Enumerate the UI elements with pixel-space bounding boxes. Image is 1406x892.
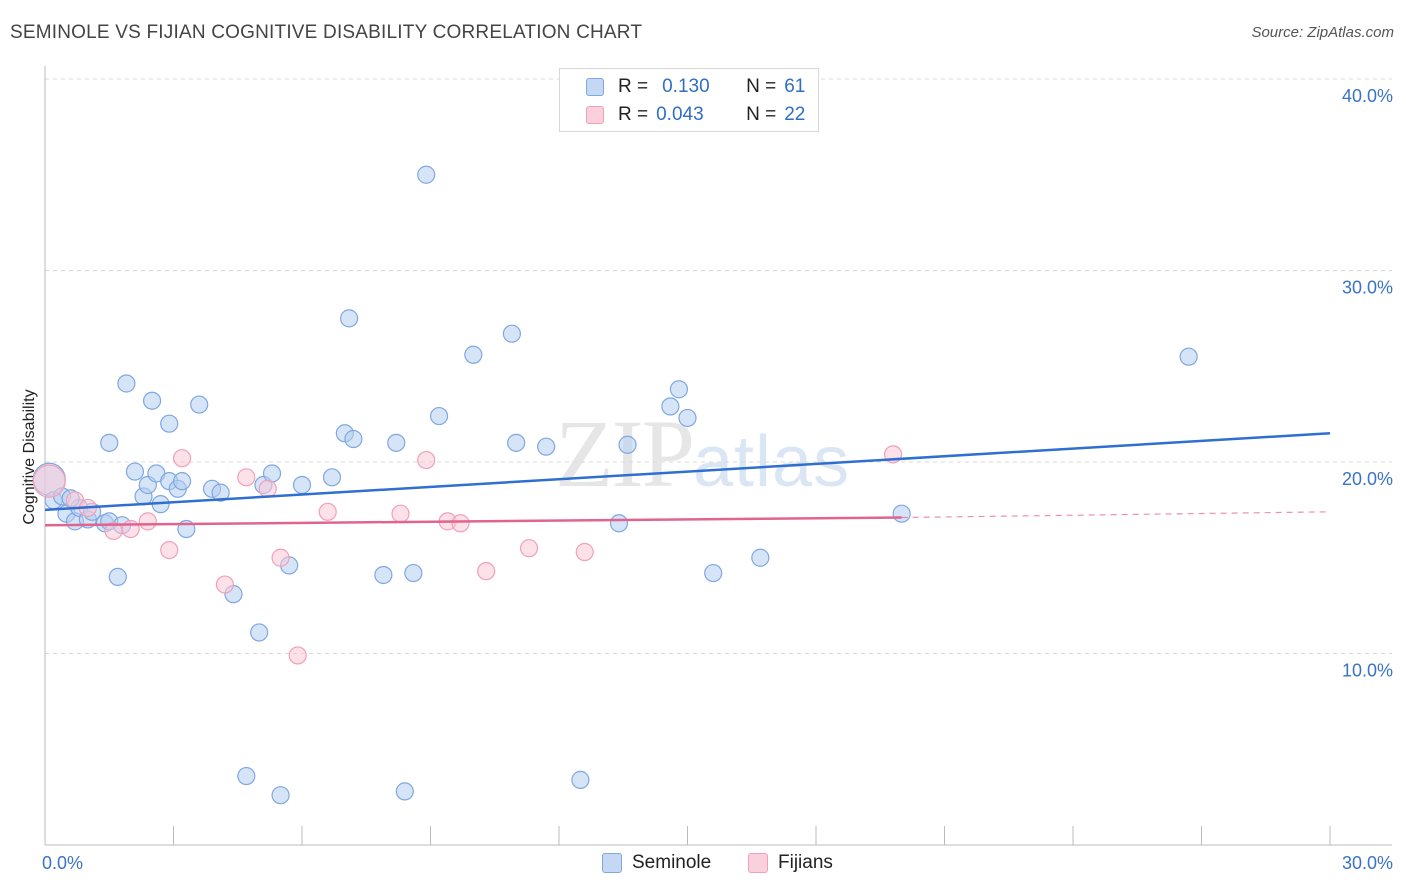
legend-row-fijians: R = 0.043 N = 22: [586, 101, 805, 129]
seminole-point: [609, 514, 629, 533]
seminole-point: [108, 567, 127, 587]
seminole-point: [678, 408, 697, 428]
seminole-trend-line: [44, 432, 1331, 512]
legend-r-value: 0.130: [662, 76, 710, 97]
legend-n-label: N =: [746, 76, 777, 97]
seminole-point: [892, 504, 911, 523]
fijians-point: [258, 479, 277, 498]
fijians-point: [575, 542, 594, 562]
seminole-point: [172, 472, 192, 491]
legend-box: R = 0.130 N = 61 R = 0.043 N = 22: [559, 68, 819, 132]
fijians-point: [391, 504, 410, 523]
chart-title: SEMINOLE VS FIJIAN COGNITIVE DISABILITY …: [10, 22, 643, 43]
seminole-point: [395, 782, 414, 801]
legend-r-label: R =: [618, 104, 649, 125]
seminole-point: [250, 623, 269, 642]
y-tick-label: 10.0%: [1342, 661, 1393, 681]
fijians-point: [477, 562, 496, 581]
fijians-trend-line: [44, 516, 902, 527]
fijians-point: [519, 539, 539, 558]
seminole-point: [100, 433, 119, 452]
fijians-point: [451, 514, 470, 533]
seminole-point: [322, 468, 342, 487]
y-tick-label: 40.0%: [1342, 86, 1393, 106]
fijians-point: [32, 464, 66, 498]
bottom-legend-label-fijians: Fijians: [778, 852, 833, 873]
seminole-point: [404, 563, 423, 583]
seminole-point: [117, 374, 136, 393]
seminole-point: [571, 770, 590, 789]
seminole-point: [271, 786, 290, 805]
seminole-point: [669, 380, 689, 399]
x-tick-label: 30.0%: [1342, 853, 1393, 873]
legend-n-value: 22: [784, 104, 806, 125]
seminole-point: [464, 345, 483, 364]
legend-swatch-seminole: [586, 78, 604, 96]
bottom-legend-swatch-seminole: [602, 853, 622, 873]
x-tick-label: 0.0%: [42, 853, 83, 873]
bottom-legend-swatch-fijians: [748, 853, 768, 873]
fijians-point: [138, 512, 157, 531]
seminole-point: [211, 483, 230, 502]
y-tick-label: 20.0%: [1342, 469, 1393, 489]
y-tick-label: 30.0%: [1342, 278, 1393, 298]
fijians-point: [288, 646, 307, 665]
fijians-point: [271, 548, 290, 567]
source-label: Source: ZipAtlas.com: [1251, 24, 1394, 41]
seminole-point: [142, 391, 162, 410]
bottom-legend-label-seminole: Seminole: [632, 852, 712, 873]
fijians-point: [172, 449, 192, 468]
seminole-point: [417, 165, 436, 184]
seminole-point: [292, 475, 312, 495]
fijians-point: [160, 540, 179, 560]
seminole-point: [125, 462, 145, 481]
fijians-point: [318, 502, 337, 521]
seminole-point: [160, 414, 179, 433]
seminole-point: [340, 309, 359, 328]
seminole-point: [618, 435, 637, 454]
legend-r-value: 0.043: [656, 104, 704, 125]
seminole-point: [190, 395, 209, 414]
seminole-point: [374, 565, 393, 585]
legend-swatch-fijians: [586, 106, 604, 124]
legend-n-label: N =: [746, 104, 777, 125]
bottom-legend-seminole: Seminole: [602, 852, 711, 874]
seminole-point: [661, 397, 680, 416]
fijians-point: [417, 450, 436, 470]
y-axis-title: Cognitive Disability: [21, 389, 38, 524]
legend-row-seminole: R = 0.130 N = 61: [586, 73, 805, 101]
seminole-point: [344, 429, 363, 449]
seminole-point: [507, 433, 526, 452]
seminole-point: [751, 548, 770, 567]
seminole-point: [1179, 347, 1198, 366]
fijians-trend-extension: [901, 511, 1331, 519]
legend-r-label: R =: [618, 76, 649, 97]
legend-n-value: 61: [784, 76, 806, 97]
fijians-point: [121, 519, 140, 539]
seminole-point: [502, 324, 521, 343]
seminole-point: [387, 433, 406, 452]
seminole-point: [429, 406, 449, 426]
fijians-point: [237, 468, 256, 487]
seminole-point: [237, 766, 256, 786]
seminole-point: [262, 464, 282, 483]
seminole-point: [537, 437, 556, 456]
seminole-point: [704, 563, 723, 583]
bottom-legend-fijians: Fijians: [748, 852, 833, 874]
fijians-point: [215, 575, 234, 594]
